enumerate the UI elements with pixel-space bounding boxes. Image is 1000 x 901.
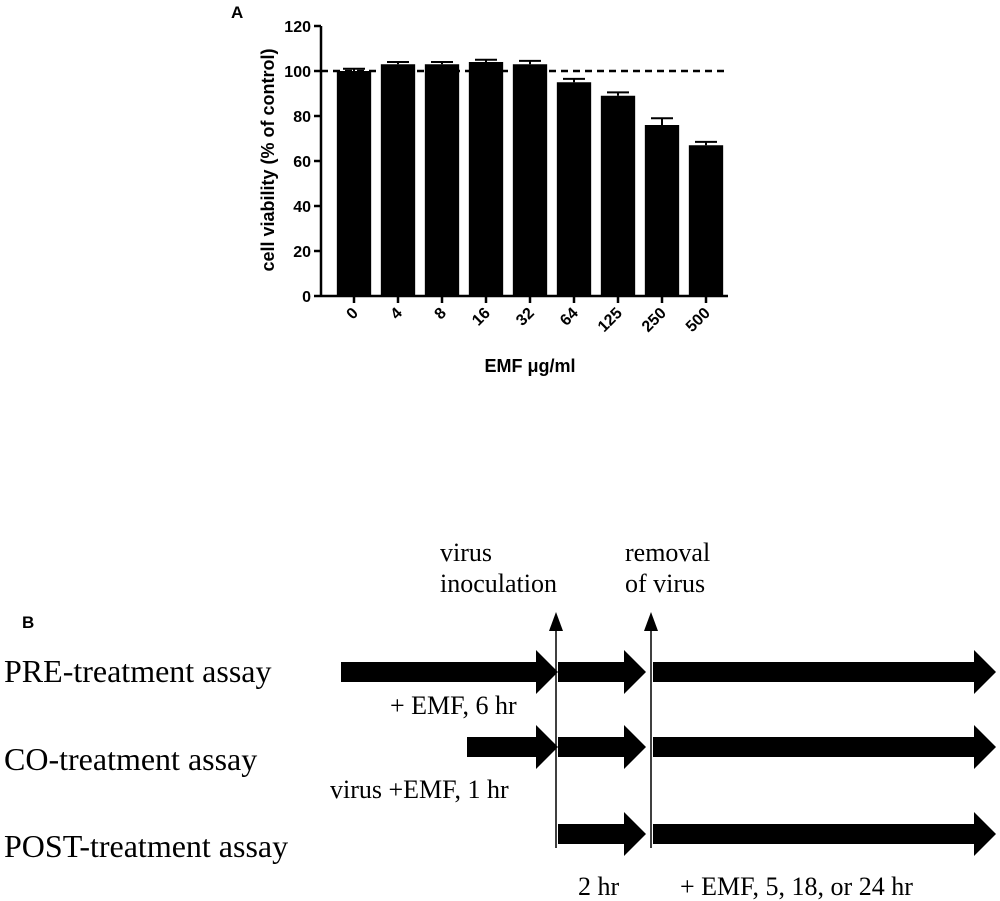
bar (512, 64, 548, 296)
bar (556, 82, 592, 296)
removal-arrowhead (644, 612, 658, 631)
bar (688, 145, 724, 296)
y-tick-label: 20 (293, 244, 311, 261)
post-treatment-label: POST-treatment assay (4, 828, 289, 864)
co-treatment-note: virus +EMF, 1 hr (330, 775, 509, 804)
co-post-arrow (653, 725, 996, 769)
inoculation-label-line2: inoculation (440, 569, 557, 598)
removal-label: removal of virus (625, 537, 710, 599)
x-axis-title: EMF μg/ml (484, 356, 575, 376)
pre-treatment-note: + EMF, 6 hr (390, 691, 517, 720)
co-treatment-label: CO-treatment assay (4, 741, 258, 777)
removal-label-line1: removal (625, 538, 711, 567)
post-treatment-duration-note: + EMF, 5, 18, or 24 hr (680, 872, 913, 901)
pre-post-arrow (653, 650, 996, 694)
inoculation-arrowhead (549, 612, 563, 631)
pre-treatment-arrow (341, 650, 558, 694)
post-treatment-arrow (653, 812, 996, 856)
pre-infection-arrow (558, 650, 646, 694)
bar (424, 64, 460, 296)
infection-duration-note: 2 hr (578, 872, 620, 901)
inoculation-label-line1: virus (440, 538, 492, 567)
y-tick-label: 0 (302, 289, 311, 306)
inoculation-label: virus inoculation (440, 537, 557, 599)
bar (468, 62, 504, 296)
y-axis-title: cell viability (% of control) (258, 48, 278, 271)
co-treatment-arrow (467, 725, 558, 769)
panel-a-label: A (231, 3, 244, 22)
y-tick-label: 120 (284, 19, 311, 36)
bar (380, 64, 416, 296)
bar (336, 71, 372, 296)
y-tick-label: 40 (293, 199, 311, 216)
panel-b-label: B (22, 613, 35, 632)
bar (644, 125, 680, 296)
y-tick-label: 80 (293, 109, 311, 126)
post-infection-arrow (558, 812, 646, 856)
removal-label-line2: of virus (625, 569, 706, 598)
pre-treatment-label: PRE-treatment assay (4, 653, 272, 689)
bar (600, 95, 636, 296)
co-infection-arrow (558, 725, 646, 769)
y-tick-label: 100 (284, 64, 311, 81)
y-tick-label: 60 (293, 154, 311, 171)
